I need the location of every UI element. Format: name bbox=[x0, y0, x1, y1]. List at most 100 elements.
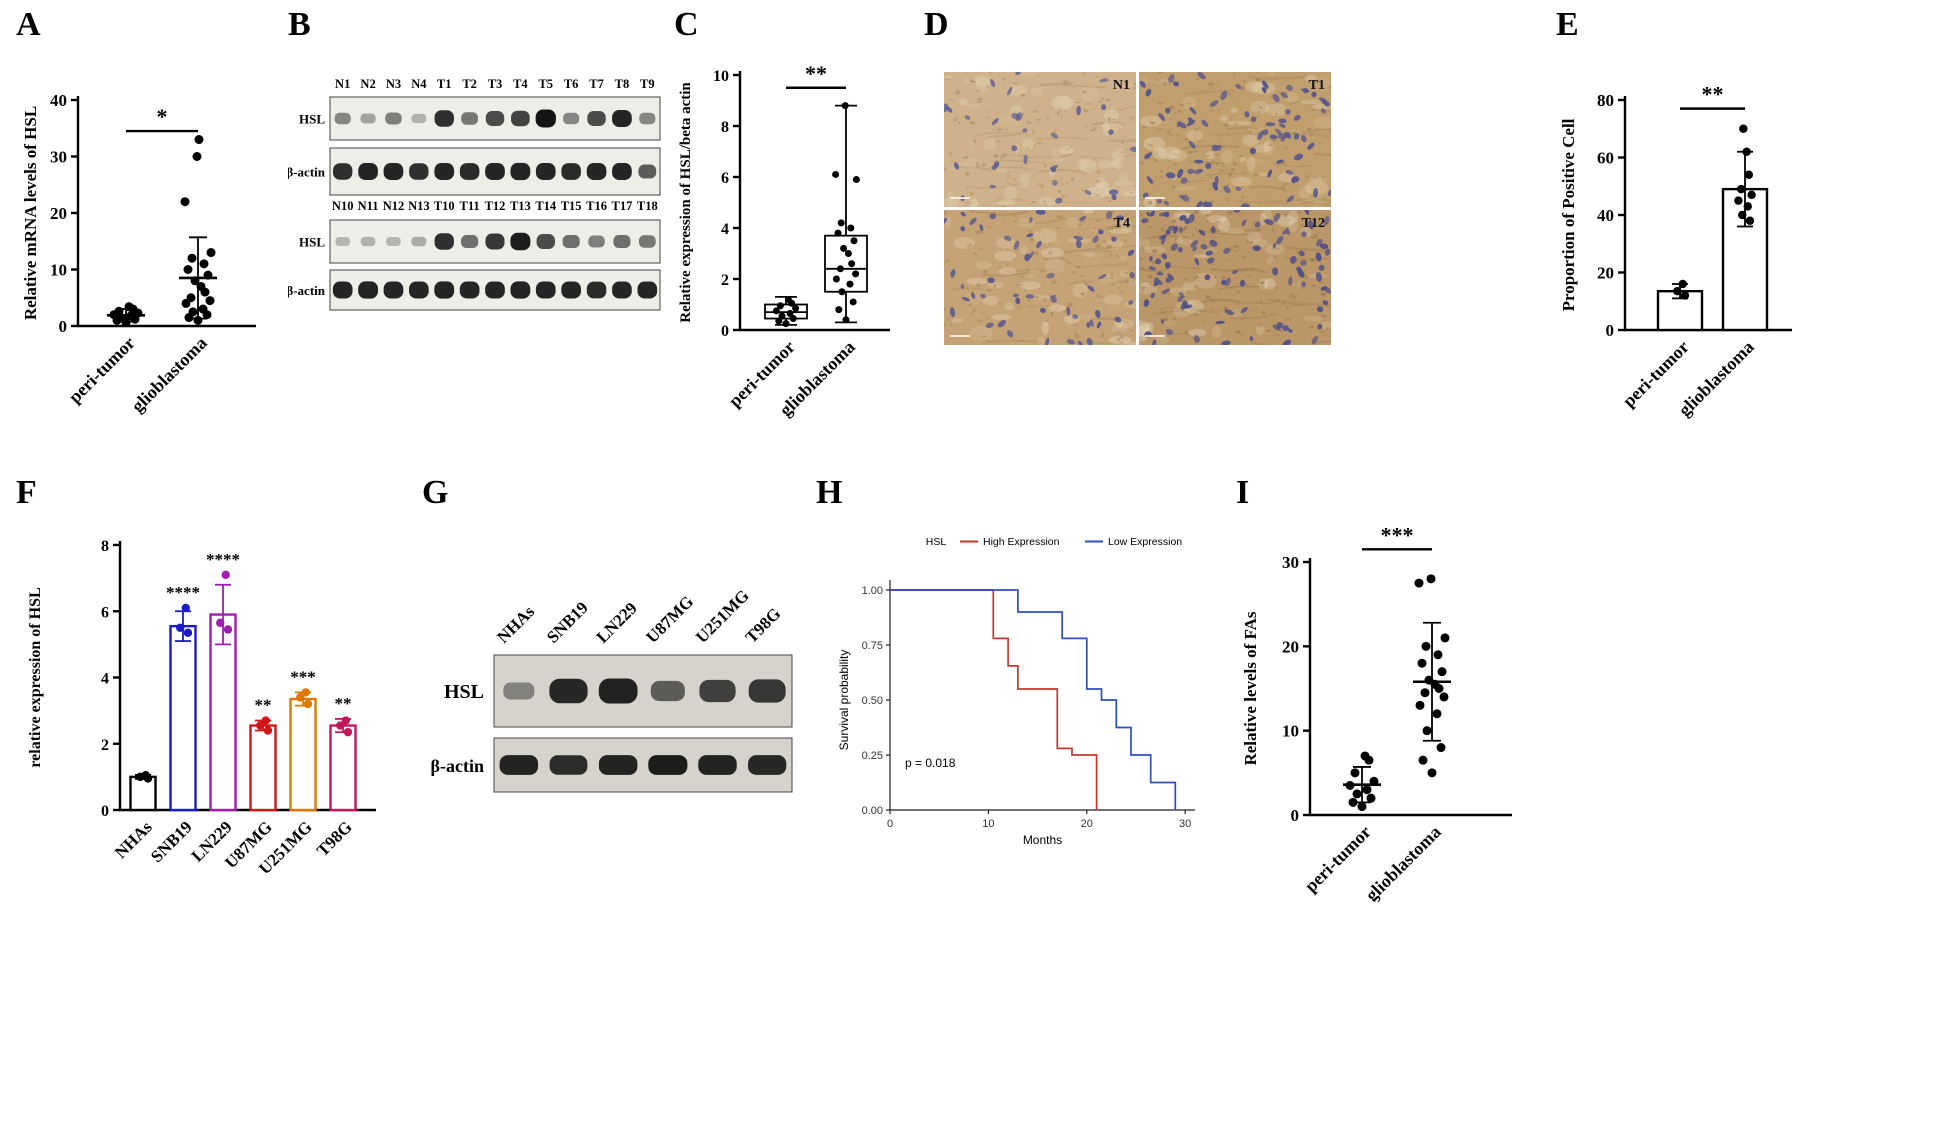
svg-text:NHAs: NHAs bbox=[493, 602, 538, 647]
panel-a: A 0 10 20 30 40 Relative mRNA levels of HSL pe… bbox=[16, 6, 286, 446]
svg-text:10: 10 bbox=[982, 818, 994, 830]
svg-text:N1: N1 bbox=[1113, 78, 1130, 93]
svg-text:HSL: HSL bbox=[299, 235, 325, 250]
svg-text:Relative mRNA levels of HSL: Relative mRNA levels of HSL bbox=[21, 106, 40, 320]
panel-g-letter: G bbox=[422, 474, 449, 511]
svg-text:T5: T5 bbox=[538, 77, 553, 91]
svg-text:peri-tumor: peri-tumor bbox=[65, 333, 139, 407]
svg-text:80: 80 bbox=[1597, 91, 1614, 110]
svg-text:30: 30 bbox=[1282, 553, 1299, 572]
svg-text:HSL: HSL bbox=[444, 681, 484, 703]
svg-text:T12: T12 bbox=[1302, 216, 1325, 231]
svg-text:HSL: HSL bbox=[299, 112, 325, 127]
svg-text:0: 0 bbox=[101, 803, 109, 820]
svg-text:T2: T2 bbox=[462, 77, 477, 91]
svg-text:HSL: HSL bbox=[926, 536, 947, 548]
svg-text:Relative levels of FAs: Relative levels of FAs bbox=[1241, 611, 1260, 765]
svg-text:β-actin: β-actin bbox=[288, 283, 326, 298]
svg-text:0.75: 0.75 bbox=[862, 640, 883, 652]
panel-h-letter: H bbox=[816, 474, 843, 511]
svg-text:T3: T3 bbox=[488, 77, 503, 91]
svg-text:20: 20 bbox=[1282, 637, 1299, 656]
svg-text:0.50: 0.50 bbox=[862, 695, 883, 707]
svg-text:glioblastoma: glioblastoma bbox=[1361, 822, 1444, 902]
svg-text:N10: N10 bbox=[332, 199, 354, 213]
svg-text:T17: T17 bbox=[612, 199, 633, 213]
panel-i: I 0 10 20 30 Relative levels of FAs peri-tumo… bbox=[1236, 474, 1541, 904]
svg-text:Relative expression of HSL/bet: Relative expression of HSL/beta actin bbox=[678, 82, 694, 323]
panel-a-letter: A bbox=[16, 6, 41, 43]
svg-text:High Expression: High Expression bbox=[983, 536, 1060, 548]
svg-text:10: 10 bbox=[1282, 722, 1299, 741]
svg-text:30: 30 bbox=[50, 148, 67, 167]
svg-text:LN229: LN229 bbox=[593, 599, 641, 647]
svg-text:T7: T7 bbox=[589, 77, 604, 91]
panel-e-letter: E bbox=[1556, 6, 1579, 43]
svg-text:T8: T8 bbox=[615, 77, 630, 91]
svg-text:SNB19: SNB19 bbox=[147, 817, 196, 866]
svg-text:peri-tumor: peri-tumor bbox=[1301, 822, 1375, 896]
svg-text:20: 20 bbox=[1081, 818, 1093, 830]
svg-text:SNB19: SNB19 bbox=[543, 598, 592, 647]
panel-d-ihc-images: N1 T1 T4 T12 bbox=[944, 72, 1332, 346]
panel-c: C 0 2 4 6 8 10 Relative expression of HSL/beta… bbox=[674, 6, 909, 446]
svg-text:2: 2 bbox=[721, 272, 729, 289]
panel-h: H 0.00 0.25 0.50 0.75 1.00 0 10 20 30 Survival pr… bbox=[816, 474, 1241, 860]
svg-text:T98G: T98G bbox=[742, 604, 785, 647]
svg-text:1.00: 1.00 bbox=[862, 585, 883, 597]
svg-text:T11: T11 bbox=[460, 199, 480, 213]
svg-text:T14: T14 bbox=[535, 199, 557, 213]
svg-text:8: 8 bbox=[101, 538, 109, 555]
svg-text:0: 0 bbox=[721, 323, 729, 340]
svg-text:0.00: 0.00 bbox=[862, 805, 883, 817]
svg-text:T15: T15 bbox=[561, 199, 582, 213]
panel-e: E 0 20 40 60 80 Proportion of Positive Cell pe… bbox=[1556, 6, 1811, 446]
panel-a-scatter-chart: 0 10 20 30 40 Relative mRNA levels of HSL peri… bbox=[16, 6, 284, 442]
svg-text:0: 0 bbox=[887, 818, 893, 830]
panel-g: G NHAs SNB19 LN229 U87MG U251MG T98G HSL β-acti… bbox=[422, 474, 824, 822]
svg-text:****: **** bbox=[166, 583, 200, 602]
panel-c-letter: C bbox=[674, 6, 699, 43]
svg-text:0: 0 bbox=[1606, 321, 1615, 340]
svg-text:Survival probability: Survival probability bbox=[837, 650, 851, 751]
panel-b: B N1 N2 N3 N4 T1 T2 T3 T4 T5 T6 T7 T8 T9 HSL β-actin N1… bbox=[288, 6, 680, 326]
svg-text:0.25: 0.25 bbox=[862, 750, 883, 762]
panel-f-bar-chart: 0 2 4 6 8 relative expression of HSL NHAs **** S… bbox=[16, 474, 389, 884]
svg-text:T18: T18 bbox=[637, 199, 658, 213]
panel-g-western-blot: NHAs SNB19 LN229 U87MG U251MG T98G HSL β-actin bbox=[422, 474, 824, 822]
svg-text:N1: N1 bbox=[335, 77, 350, 91]
svg-text:T10: T10 bbox=[434, 199, 455, 213]
svg-text:2: 2 bbox=[101, 737, 109, 754]
svg-text:20: 20 bbox=[50, 204, 67, 223]
svg-text:N4: N4 bbox=[411, 77, 427, 91]
svg-text:Low Expression: Low Expression bbox=[1108, 536, 1182, 548]
svg-text:U87MG: U87MG bbox=[642, 592, 697, 647]
svg-text:T9: T9 bbox=[640, 77, 655, 91]
svg-text:6: 6 bbox=[101, 604, 109, 621]
svg-text:4: 4 bbox=[721, 221, 729, 238]
svg-text:6: 6 bbox=[721, 170, 729, 187]
svg-text:Proportion of Positive Cell: Proportion of Positive Cell bbox=[1559, 118, 1578, 311]
svg-text:glioblastoma: glioblastoma bbox=[127, 333, 210, 416]
svg-text:T4: T4 bbox=[1114, 216, 1130, 231]
svg-text:N12: N12 bbox=[383, 199, 405, 213]
panel-i-scatter-chart: 0 10 20 30 Relative levels of FAs peri-tumor g… bbox=[1236, 474, 1539, 902]
svg-text:β-actin: β-actin bbox=[288, 165, 326, 180]
svg-text:0: 0 bbox=[1291, 806, 1300, 825]
svg-text:10: 10 bbox=[713, 68, 729, 85]
panel-h-survival-curve: 0.00 0.25 0.50 0.75 1.00 0 10 20 30 Survival prob… bbox=[816, 474, 1241, 860]
svg-text:0: 0 bbox=[59, 317, 68, 336]
panel-f: F 0 2 4 6 8 relative expression of HSL NHAs ***… bbox=[16, 474, 391, 886]
svg-text:40: 40 bbox=[1597, 206, 1614, 225]
svg-text:**: ** bbox=[1702, 82, 1724, 107]
svg-text:p = 0.018: p = 0.018 bbox=[905, 756, 956, 770]
svg-text:**: ** bbox=[255, 696, 272, 715]
svg-text:N13: N13 bbox=[408, 199, 430, 213]
svg-text:40: 40 bbox=[50, 91, 67, 110]
svg-text:T12: T12 bbox=[485, 199, 506, 213]
svg-text:10: 10 bbox=[50, 261, 67, 280]
svg-text:**: ** bbox=[805, 61, 827, 86]
svg-text:4: 4 bbox=[101, 671, 109, 688]
svg-text:N11: N11 bbox=[358, 199, 379, 213]
